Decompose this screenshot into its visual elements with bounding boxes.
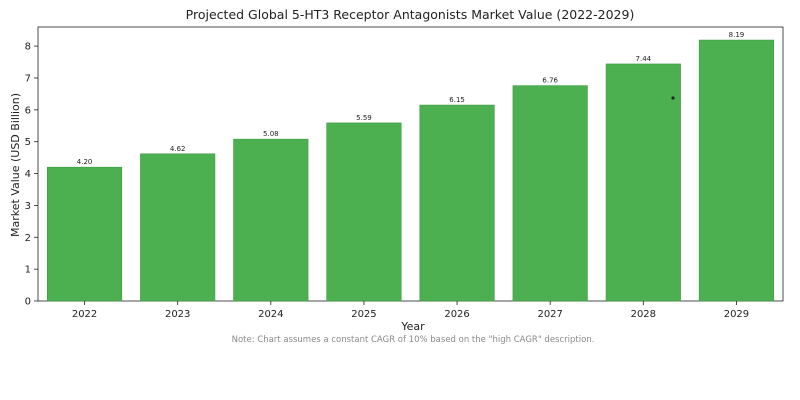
bars-group <box>47 39 774 302</box>
bar-value-label: 5.59 <box>356 114 372 122</box>
x-tick-label: 2029 <box>724 309 749 320</box>
x-tick-label: 2022 <box>72 309 97 320</box>
y-axis-ticks: 0 1 2 3 4 5 6 7 8 <box>25 42 38 308</box>
x-tick-label: 2027 <box>537 309 562 320</box>
x-tick-label: 2026 <box>444 309 469 320</box>
bar-value-label: 5.08 <box>263 130 279 138</box>
bar-value-label: 4.20 <box>77 158 93 166</box>
bar <box>233 138 309 302</box>
y-tick-label: 6 <box>25 105 31 116</box>
plot-border <box>37 26 784 302</box>
y-tick-label: 0 <box>25 297 31 308</box>
y-tick-label: 1 <box>25 265 31 276</box>
y-tick-label: 7 <box>25 73 31 84</box>
plot-frame <box>37 26 784 302</box>
x-axis-label: Year <box>400 320 425 333</box>
chart-note: Note: Chart assumes a constant CAGR of 1… <box>232 335 595 345</box>
bar <box>605 63 681 302</box>
bar <box>512 85 588 302</box>
x-axis-ticks: 2022 2023 2024 2025 2026 2027 2028 2029 <box>72 301 749 320</box>
bar <box>698 39 774 302</box>
y-tick-label: 5 <box>25 137 31 148</box>
y-tick-label: 2 <box>25 233 31 244</box>
bar-value-label: 8.19 <box>729 31 745 39</box>
bar-value-label: 4.62 <box>170 145 186 153</box>
bar-value-label: 7.44 <box>636 55 652 63</box>
bar <box>140 153 216 302</box>
bar-value-label: 6.76 <box>542 77 558 85</box>
y-tick-label: 3 <box>25 201 31 212</box>
y-tick-label: 4 <box>25 169 31 180</box>
x-tick-label: 2028 <box>631 309 656 320</box>
bar <box>326 122 402 302</box>
y-axis-label: Market Value (USD Billion) <box>9 93 22 237</box>
x-tick-label: 2023 <box>165 309 190 320</box>
bar <box>47 166 123 302</box>
stray-marker <box>671 96 675 100</box>
bar-value-label: 6.15 <box>449 96 465 104</box>
data-labels-group: 4.20 4.62 5.08 5.59 6.15 6.76 7.44 8.19 <box>77 31 744 166</box>
y-tick-label: 8 <box>25 42 31 53</box>
chart-title: Projected Global 5-HT3 Receptor Antagoni… <box>186 7 635 22</box>
bar <box>419 104 495 302</box>
x-tick-label: 2025 <box>351 309 376 320</box>
x-tick-label: 2024 <box>258 309 283 320</box>
